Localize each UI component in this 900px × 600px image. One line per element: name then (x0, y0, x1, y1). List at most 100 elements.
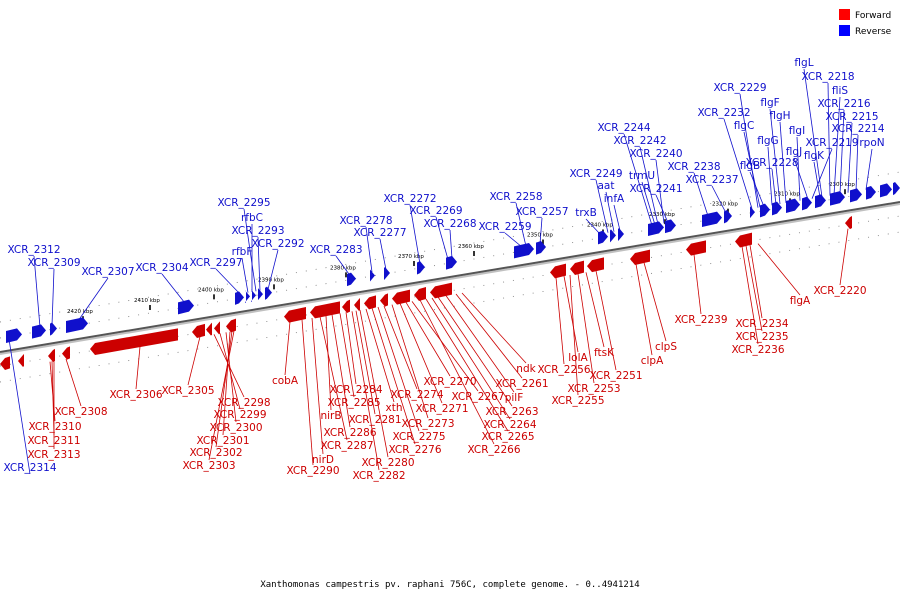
forward-gene (587, 257, 604, 273)
gene-label: flgA (790, 295, 811, 307)
genome-caption: Xanthomonas campestris pv. raphani 756C,… (260, 580, 639, 590)
gene-label: pilF (505, 392, 524, 404)
gene-label: XCR_2286 (323, 427, 376, 439)
gene-label: XCR_2234 (735, 318, 788, 330)
gene-label: trxB (575, 207, 597, 219)
gene-label: XCR_2272 (383, 193, 436, 205)
forward-gene (310, 301, 340, 319)
gene-label: XCR_2277 (353, 227, 406, 239)
genome-axis (0, 201, 900, 355)
gene-label: XCR_2301 (196, 435, 249, 447)
gene-label: XCR_2263 (485, 406, 538, 418)
reverse-gene (258, 288, 263, 301)
gene-label: XCR_2280 (361, 457, 414, 469)
gene-label: XCR_2282 (352, 470, 405, 482)
reverse-gene (446, 255, 457, 270)
reverse-gene (702, 211, 722, 227)
gene-label: XCR_2290 (286, 465, 339, 477)
forward-gene (686, 240, 706, 256)
gene-label: XCR_2313 (27, 449, 80, 461)
forward-gene (62, 346, 70, 360)
gene-label: XCR_2258 (489, 191, 542, 203)
gene-label: XCR_2261 (495, 378, 548, 390)
gene-label: XCR_2281 (348, 414, 401, 426)
forward-gene (214, 321, 220, 335)
forward-gene (284, 307, 306, 323)
reverse-gene (830, 191, 845, 206)
gene-label: XCR_2267 (451, 391, 504, 403)
gene-label: aat (598, 180, 615, 192)
reverse-gene (6, 328, 22, 343)
reverse-gene (802, 196, 812, 211)
gene-label: nirB (320, 410, 341, 422)
forward-gene (570, 260, 584, 275)
reverse-gene (786, 198, 800, 213)
gene-label: cobA (272, 375, 299, 387)
gene-label: XCR_2229 (713, 82, 766, 94)
reverse-gene (235, 291, 244, 305)
kbp-tick-label: 2420 kbp (67, 309, 93, 315)
kbp-tick-label: 2360 kbp (458, 244, 484, 250)
reverse-gene (665, 219, 676, 234)
gene-label: XCR_2287 (320, 440, 373, 452)
gene-label: XCR_2259 (478, 221, 531, 233)
forward-gene (90, 328, 178, 355)
gene-label: XCR_2256 (537, 364, 590, 376)
gene-label: flgF (760, 97, 779, 109)
gene-label: XCR_2295 (217, 197, 270, 209)
gene-label: XCR_2297 (189, 257, 242, 269)
gene-label: XCR_2307 (81, 266, 134, 278)
gene-label: clpS (655, 341, 677, 353)
gene-label: XCR_2214 (831, 123, 884, 135)
gene-label: XCR_2278 (339, 215, 392, 227)
gene-label: XCR_2312 (7, 244, 60, 256)
reverse-gene (66, 317, 88, 333)
gene-label: XCR_2239 (674, 314, 727, 326)
reverse-gene (245, 290, 250, 303)
reverse-gene (598, 230, 608, 245)
reverse-gene (724, 210, 732, 224)
gene-label: XCR_2298 (217, 397, 270, 409)
kbp-tick-label: 2330 kbp (649, 212, 675, 218)
gene-label: XCR_2228 (745, 157, 798, 169)
forward-gene (48, 348, 55, 362)
reverse-gene (251, 289, 256, 302)
kbp-tick-label: 2410 kbp (134, 298, 160, 304)
gene-label: XCR_2305 (161, 385, 214, 397)
gene-label: XCR_2309 (27, 257, 80, 269)
gene-label: clpA (641, 355, 664, 367)
reverse-gene (50, 322, 57, 336)
gene-label: XCR_2268 (423, 218, 476, 230)
kbp-tick-label: 2300 kbp (829, 182, 855, 188)
forward-gene (392, 289, 410, 305)
gene-label: XCR_2253 (567, 383, 620, 395)
reverse-gene (265, 286, 272, 300)
gene-label: XCR_2244 (597, 122, 650, 134)
forward-gene (630, 249, 650, 265)
forward-gene (226, 318, 236, 333)
gene-label: rfbC (241, 212, 263, 224)
legend-forward-label: Forward (855, 11, 891, 21)
gene-label: XCR_2249 (569, 168, 622, 180)
legend-forward-swatch (839, 9, 850, 20)
gene-label: fliS (832, 85, 849, 97)
reverse-gene (178, 299, 194, 315)
gene-label: xth (386, 402, 403, 414)
forward-gene (414, 287, 426, 301)
kbp-tick-label: 2370 kbp (398, 254, 424, 260)
reverse-gene (32, 324, 46, 339)
reverse-gene (772, 201, 782, 216)
gene-label: XCR_2275 (392, 431, 445, 443)
forward-gene (0, 356, 10, 370)
reverse-gene (893, 182, 900, 196)
gene-label: XCR_2308 (54, 406, 107, 418)
reverse-gene (618, 228, 624, 241)
gene-label: XCR_2284 (329, 384, 382, 396)
gene-label: XCR_2264 (483, 419, 536, 431)
gene-label: XCR_2241 (629, 183, 682, 195)
gene-label: XCR_2300 (209, 422, 262, 434)
reverse-gene (866, 186, 876, 200)
